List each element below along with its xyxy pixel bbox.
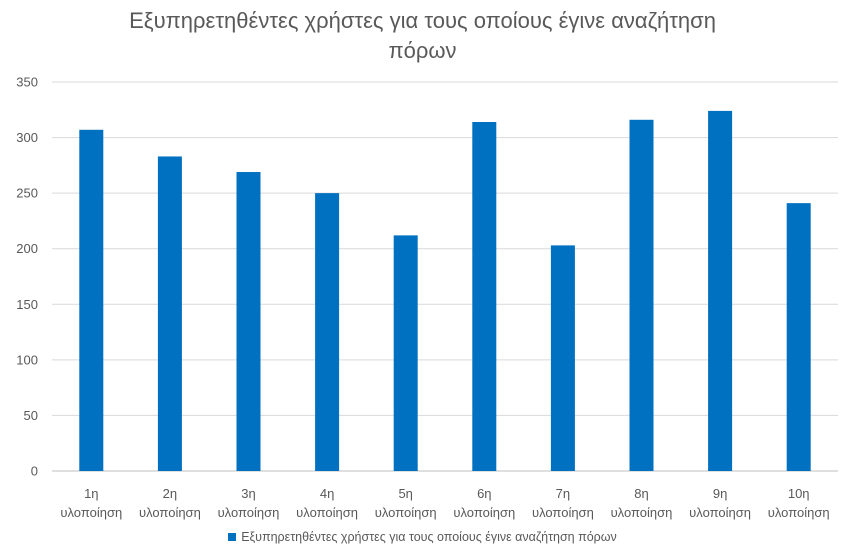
x-tick-label: 2η υλοποίηση xyxy=(139,486,201,520)
x-axis-labels: 1η υλοποίηση 2η υλοποίηση 3η υλοποίηση 4η υλοπο… xyxy=(60,486,829,520)
x-tick-label: 9η υλοποίηση xyxy=(689,486,751,520)
x-tick-label: 1η υλοποίηση xyxy=(60,486,122,520)
x-tick-label: 7η υλοποίηση xyxy=(532,486,594,520)
bar-7 xyxy=(550,245,575,471)
y-tick-label: 0 xyxy=(31,464,38,479)
legend-label: Εξυπηρετηθέντες χρήστες για τους οποίους… xyxy=(241,530,617,544)
y-tick-label: 150 xyxy=(16,297,38,312)
y-tick-label: 100 xyxy=(16,352,38,367)
y-tick-label: 50 xyxy=(24,408,38,423)
bar-4 xyxy=(315,193,340,471)
bars xyxy=(79,110,811,472)
bar-10 xyxy=(786,203,811,471)
bar-5 xyxy=(393,235,418,471)
chart-title-line-2: πόρων xyxy=(388,38,457,63)
y-axis-ticks: 0 50 100 150 200 250 300 350 xyxy=(16,75,38,479)
legend: Εξυπηρετηθέντες χρήστες για τους οποίους… xyxy=(0,530,845,544)
bar-3 xyxy=(236,172,261,472)
bar-9 xyxy=(708,110,733,471)
bar-1 xyxy=(79,129,104,471)
x-tick-label: 5η υλοποίηση xyxy=(375,486,437,520)
bar-8 xyxy=(629,119,654,471)
y-tick-label: 200 xyxy=(16,241,38,256)
chart-title: Εξυπηρετηθέντες χρήστες για τους οποίους… xyxy=(0,6,845,66)
bar-6 xyxy=(472,122,497,472)
x-tick-label: 4η υλοποίηση xyxy=(296,486,358,520)
y-tick-label: 300 xyxy=(16,130,38,145)
legend-swatch xyxy=(228,533,237,541)
chart-title-line-1: Εξυπηρετηθέντες χρήστες για τους οποίους… xyxy=(129,8,716,33)
x-tick-label: 6η υλοποίηση xyxy=(453,486,515,520)
x-tick-label: 10η υλοποίηση xyxy=(768,486,830,520)
y-tick-label: 350 xyxy=(16,75,38,90)
x-tick-label: 8η υλοποίηση xyxy=(611,486,673,520)
bar-2 xyxy=(157,156,182,472)
gridlines xyxy=(52,81,838,472)
y-tick-label: 250 xyxy=(16,186,38,201)
x-tick-label: 3η υλοποίηση xyxy=(218,486,280,520)
